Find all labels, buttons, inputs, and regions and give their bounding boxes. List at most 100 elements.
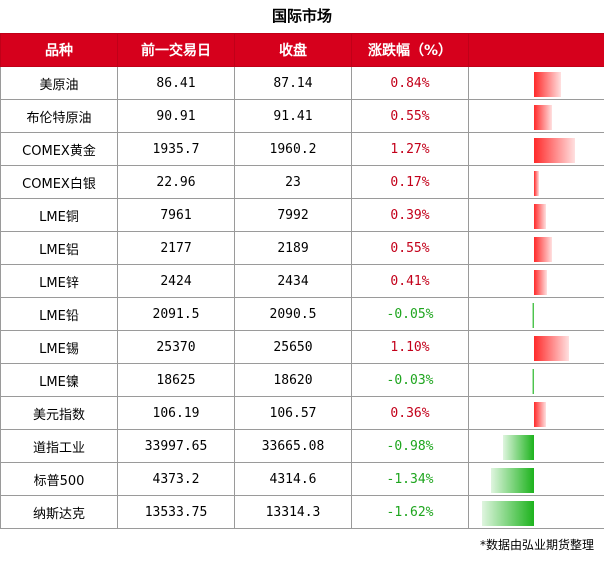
bar-cell bbox=[468, 429, 604, 463]
change-bar bbox=[491, 468, 534, 493]
table-row: LME铅 2091.5 2090.5 -0.05% bbox=[0, 297, 604, 331]
bar-cell bbox=[468, 99, 604, 133]
change-bar bbox=[534, 270, 548, 295]
change-pct-cell: 0.41% bbox=[351, 264, 469, 298]
prev-day-cell: 1935.7 bbox=[117, 132, 235, 166]
close-cell: 2189 bbox=[234, 231, 352, 265]
table-header-row: 品种 前一交易日 收盘 涨跌幅（%） bbox=[0, 33, 604, 67]
variety-cell: COMEX黄金 bbox=[0, 132, 118, 166]
variety-cell: COMEX白银 bbox=[0, 165, 118, 199]
bar-cell bbox=[468, 396, 604, 430]
header-close: 收盘 bbox=[234, 33, 352, 67]
header-prev-day: 前一交易日 bbox=[117, 33, 235, 67]
prev-day-cell: 25370 bbox=[117, 330, 235, 364]
table-row: COMEX黄金 1935.7 1960.2 1.27% bbox=[0, 132, 604, 166]
variety-cell: 标普500 bbox=[0, 462, 118, 496]
bar-cell bbox=[468, 132, 604, 166]
prev-day-cell: 90.91 bbox=[117, 99, 235, 133]
close-cell: 13314.3 bbox=[234, 495, 352, 529]
change-pct-cell: -0.98% bbox=[351, 429, 469, 463]
change-pct-cell: 1.10% bbox=[351, 330, 469, 364]
table-row: LME铝 2177 2189 0.55% bbox=[0, 231, 604, 265]
change-pct-cell: 0.39% bbox=[351, 198, 469, 232]
variety-cell: LME铝 bbox=[0, 231, 118, 265]
header-variety: 品种 bbox=[0, 33, 118, 67]
change-pct-cell: -1.34% bbox=[351, 462, 469, 496]
change-pct-cell: 0.55% bbox=[351, 99, 469, 133]
close-cell: 4314.6 bbox=[234, 462, 352, 496]
variety-cell: LME锌 bbox=[0, 264, 118, 298]
prev-day-cell: 13533.75 bbox=[117, 495, 235, 529]
prev-day-cell: 86.41 bbox=[117, 66, 235, 100]
bar-cell bbox=[468, 198, 604, 232]
table-row: 标普500 4373.2 4314.6 -1.34% bbox=[0, 462, 604, 496]
table-row: 美元指数 106.19 106.57 0.36% bbox=[0, 396, 604, 430]
variety-cell: LME铜 bbox=[0, 198, 118, 232]
prev-day-cell: 4373.2 bbox=[117, 462, 235, 496]
change-pct-cell: 0.55% bbox=[351, 231, 469, 265]
variety-cell: 纳斯达克 bbox=[0, 495, 118, 529]
prev-day-cell: 33997.65 bbox=[117, 429, 235, 463]
prev-day-cell: 2091.5 bbox=[117, 297, 235, 331]
table-row: 布伦特原油 90.91 91.41 0.55% bbox=[0, 99, 604, 133]
change-bar bbox=[532, 369, 534, 394]
change-bar bbox=[534, 171, 540, 196]
table-row: LME镍 18625 18620 -0.03% bbox=[0, 363, 604, 397]
bar-cell bbox=[468, 66, 604, 100]
bar-cell bbox=[468, 495, 604, 529]
prev-day-cell: 2177 bbox=[117, 231, 235, 265]
bar-cell bbox=[468, 231, 604, 265]
table-row: 美原油 86.41 87.14 0.84% bbox=[0, 66, 604, 100]
close-cell: 33665.08 bbox=[234, 429, 352, 463]
variety-cell: 美原油 bbox=[0, 66, 118, 100]
change-pct-cell: -1.62% bbox=[351, 495, 469, 529]
change-pct-cell: 1.27% bbox=[351, 132, 469, 166]
header-bar-column bbox=[468, 33, 604, 67]
table-row: 纳斯达克 13533.75 13314.3 -1.62% bbox=[0, 495, 604, 529]
prev-day-cell: 7961 bbox=[117, 198, 235, 232]
change-bar bbox=[534, 402, 546, 427]
close-cell: 7992 bbox=[234, 198, 352, 232]
page-title: 国际市场 bbox=[271, 7, 332, 25]
footnote: *数据由弘业期货整理 bbox=[479, 538, 594, 552]
table-row: LME锌 2424 2434 0.41% bbox=[0, 264, 604, 298]
table-row: 道指工业 33997.65 33665.08 -0.98% bbox=[0, 429, 604, 463]
bar-cell bbox=[468, 462, 604, 496]
table-body: 美原油 86.41 87.14 0.84% 布伦特原油 90.91 91.41 0.55% CO… bbox=[0, 66, 604, 529]
prev-day-cell: 2424 bbox=[117, 264, 235, 298]
change-pct-cell: -0.03% bbox=[351, 363, 469, 397]
table-row: LME锡 25370 25650 1.10% bbox=[0, 330, 604, 364]
close-cell: 1960.2 bbox=[234, 132, 352, 166]
close-cell: 87.14 bbox=[234, 66, 352, 100]
change-bar bbox=[534, 138, 575, 163]
change-pct-cell: 0.84% bbox=[351, 66, 469, 100]
close-cell: 18620 bbox=[234, 363, 352, 397]
variety-cell: LME铅 bbox=[0, 297, 118, 331]
change-bar bbox=[482, 501, 534, 526]
change-pct-cell: 0.17% bbox=[351, 165, 469, 199]
change-bar bbox=[534, 72, 561, 97]
close-cell: 23 bbox=[234, 165, 352, 199]
change-bar bbox=[502, 435, 534, 460]
variety-cell: 道指工业 bbox=[0, 429, 118, 463]
variety-cell: 美元指数 bbox=[0, 396, 118, 430]
prev-day-cell: 18625 bbox=[117, 363, 235, 397]
header-change-pct: 涨跌幅（%） bbox=[351, 33, 469, 67]
table-row: LME铜 7961 7992 0.39% bbox=[0, 198, 604, 232]
change-bar bbox=[534, 105, 552, 130]
change-pct-cell: 0.36% bbox=[351, 396, 469, 430]
change-bar bbox=[534, 336, 570, 361]
variety-cell: LME锡 bbox=[0, 330, 118, 364]
variety-cell: LME镍 bbox=[0, 363, 118, 397]
bar-cell bbox=[468, 264, 604, 298]
bar-cell bbox=[468, 330, 604, 364]
close-cell: 91.41 bbox=[234, 99, 352, 133]
bar-cell bbox=[468, 165, 604, 199]
change-bar bbox=[532, 303, 534, 328]
prev-day-cell: 106.19 bbox=[117, 396, 235, 430]
close-cell: 106.57 bbox=[234, 396, 352, 430]
change-pct-cell: -0.05% bbox=[351, 297, 469, 331]
market-table: 品种 前一交易日 收盘 涨跌幅（%） 美原油 86.41 87.14 0.84% 布伦特… bbox=[0, 33, 604, 529]
change-bar bbox=[534, 237, 552, 262]
variety-cell: 布伦特原油 bbox=[0, 99, 118, 133]
